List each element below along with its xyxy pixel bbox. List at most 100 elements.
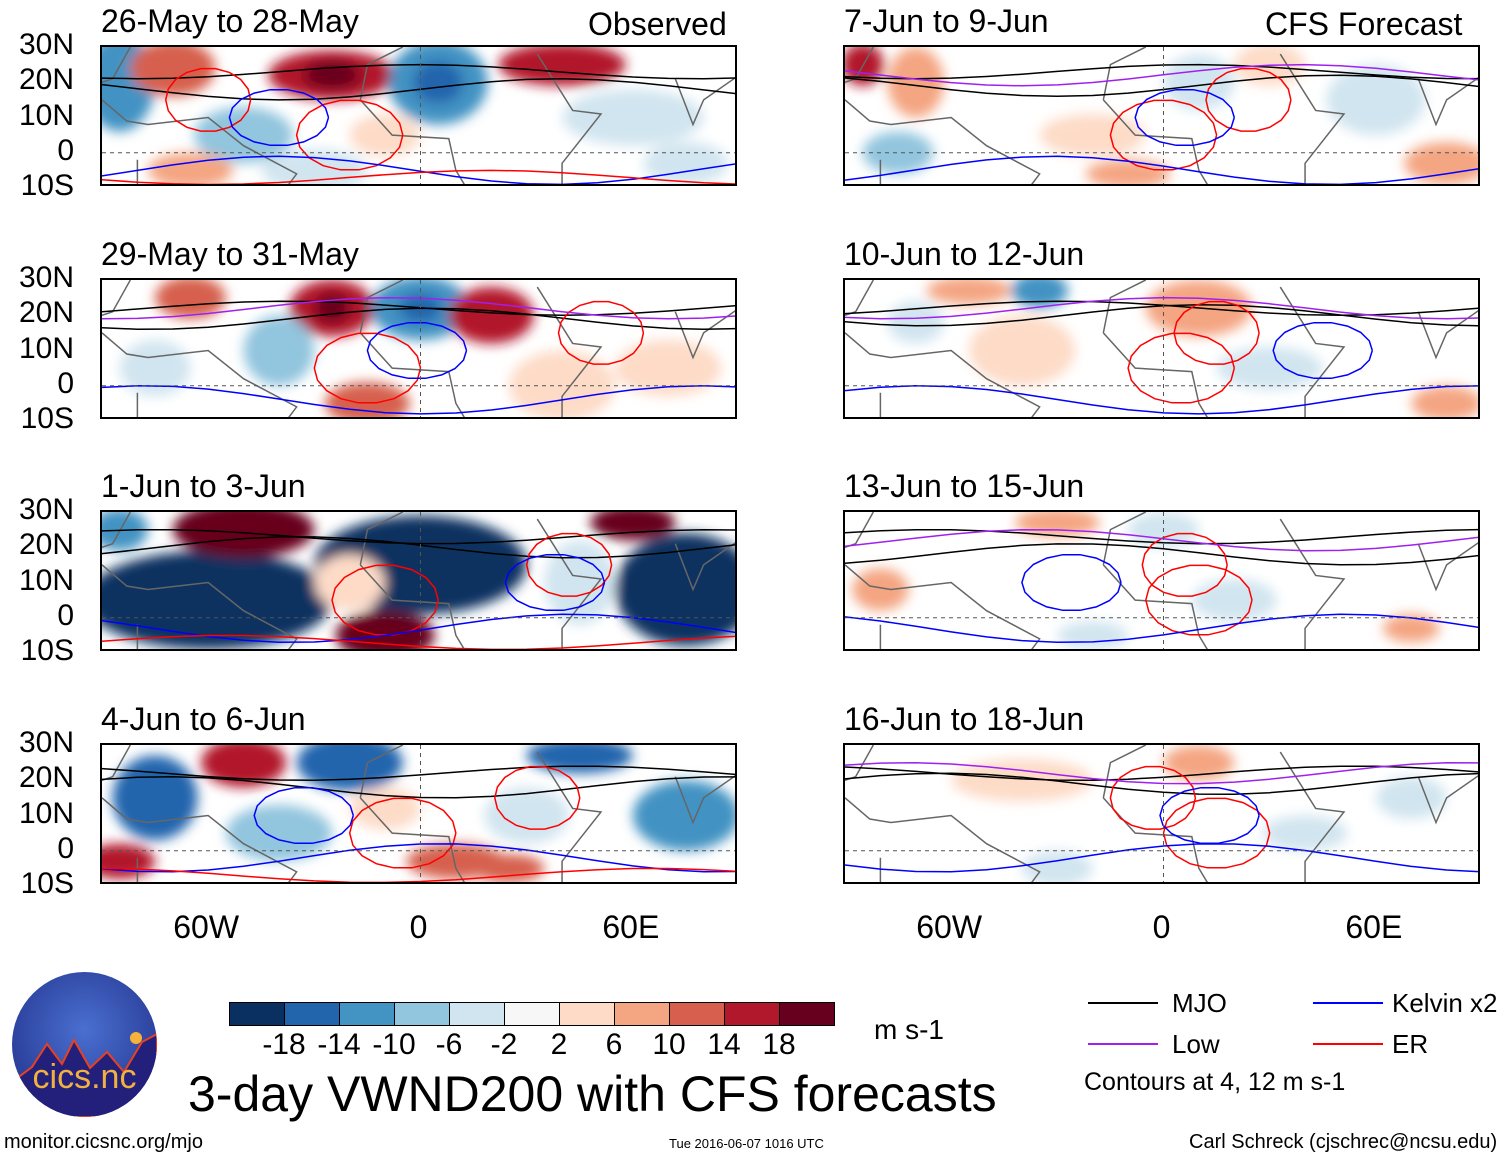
colorbar-swatch	[450, 1003, 505, 1025]
anomaly-region	[615, 533, 735, 646]
colorbar-label: -18	[262, 1028, 306, 1061]
map-panel-forecast	[843, 278, 1480, 419]
panel-title: 16-Jun to 18-Jun	[844, 701, 1085, 737]
contour-line	[1141, 532, 1228, 597]
legend-line-kelvin	[1313, 1002, 1383, 1004]
map-panel-observed	[100, 743, 737, 884]
coastline	[845, 512, 1478, 649]
anomaly-region	[155, 280, 226, 319]
anomaly-region	[1163, 745, 1235, 781]
anomaly-region	[590, 512, 676, 541]
lat-label: 0	[57, 831, 74, 865]
map-panel-observed	[100, 278, 737, 419]
colorbar-label: 10	[652, 1028, 686, 1061]
contour-line	[1021, 553, 1122, 612]
panel-title: 13-Jun to 15-Jun	[844, 468, 1085, 504]
colorbar-swatch	[670, 1003, 725, 1025]
anomaly-region	[261, 149, 368, 184]
anomaly-region	[448, 287, 534, 344]
anomaly-region	[887, 47, 945, 118]
contour-line	[1145, 564, 1253, 636]
contour-line	[164, 67, 252, 132]
anomaly-region	[643, 142, 729, 184]
anomaly-region	[951, 759, 1093, 802]
lat-label: 20N	[18, 296, 74, 330]
coastline	[845, 280, 1478, 417]
panel-title: 29-May to 31-May	[101, 236, 359, 272]
anomaly-region	[1216, 346, 1323, 390]
colorbar-label: -10	[372, 1028, 416, 1061]
anomaly-region	[498, 47, 626, 86]
lon-label: 0	[1152, 909, 1171, 945]
lat-label: 10S	[20, 169, 74, 202]
anomaly-region	[1411, 385, 1478, 417]
anomaly-region	[1375, 776, 1447, 820]
anomaly-region	[296, 745, 403, 791]
anomaly-region	[1326, 64, 1426, 136]
anomaly-region	[303, 61, 361, 90]
lat-label: 20N	[18, 528, 74, 562]
contour-line	[366, 321, 468, 380]
lat-label: 10S	[20, 634, 74, 667]
anomaly-region	[194, 106, 294, 164]
contour-line	[313, 332, 422, 404]
panel-title: 4-Jun to 6-Jun	[101, 701, 306, 737]
lat-label: 10N	[18, 98, 74, 132]
timestamp: Tue 2016-06-07 1016 UTC	[669, 1136, 824, 1151]
anomaly-region	[562, 89, 704, 146]
contour-line	[845, 528, 1478, 545]
lat-label: 0	[57, 133, 74, 167]
contour-line	[845, 843, 1478, 873]
anomaly-region	[413, 61, 463, 104]
anomaly-region	[119, 339, 191, 397]
lon-label: 60E	[602, 909, 660, 945]
colorbar-swatch	[285, 1003, 340, 1025]
logo-text: cics.nc	[32, 1058, 137, 1096]
lat-label: 30N	[18, 493, 74, 526]
legend-line-low	[1088, 1043, 1158, 1045]
anomaly-region	[968, 315, 1076, 386]
anomaly-region	[314, 554, 386, 611]
coastline	[102, 47, 735, 184]
anomaly-region	[172, 512, 315, 558]
contour-line	[1109, 99, 1218, 171]
anomaly-region	[926, 280, 1012, 305]
anomaly-region	[349, 113, 421, 157]
anomaly-region	[632, 780, 735, 851]
contour-line	[525, 532, 613, 597]
legend-label-mjo: MJO	[1172, 988, 1227, 1018]
colorbar-swatch	[230, 1003, 285, 1025]
colorbar-swatch	[340, 1003, 395, 1025]
units-label: m s-1	[874, 1014, 944, 1045]
observed-label: Observed	[588, 6, 727, 42]
anomaly-region	[225, 804, 333, 862]
anomaly-region	[314, 294, 350, 323]
colorbar-swatch	[780, 1003, 834, 1025]
contour-line	[557, 300, 645, 365]
anomaly-region	[845, 47, 884, 86]
contour-line	[1109, 765, 1197, 830]
source-url: monitor.cicsnc.org/mjo	[4, 1131, 203, 1153]
figure-title: 3-day VWND200 with CFS forecasts	[188, 1066, 997, 1122]
colorbar-label: -14	[317, 1028, 361, 1061]
lat-label: 10S	[20, 867, 74, 900]
panel-title: 1-Jun to 3-Jun	[101, 468, 306, 504]
lat-label: 30N	[18, 28, 74, 61]
panel-title: 10-Jun to 12-Jun	[844, 236, 1085, 272]
anomaly-region	[544, 540, 616, 625]
contour-line	[845, 761, 1478, 785]
contour-line	[102, 155, 735, 184]
colorbar-swatch	[725, 1003, 780, 1025]
colorbar-label: -2	[490, 1028, 518, 1061]
contour-line	[1159, 786, 1260, 845]
contour-line	[102, 528, 735, 545]
anomaly-region	[473, 854, 545, 882]
contour-line	[253, 786, 355, 845]
map-panel-forecast	[843, 743, 1480, 884]
lon-label: 0	[409, 909, 428, 945]
coastline	[845, 745, 1478, 882]
colorbar-label: -6	[435, 1028, 463, 1061]
anomaly-region	[1262, 815, 1348, 851]
anomaly-region	[615, 339, 722, 397]
legend-label-er: ER	[1392, 1029, 1429, 1059]
